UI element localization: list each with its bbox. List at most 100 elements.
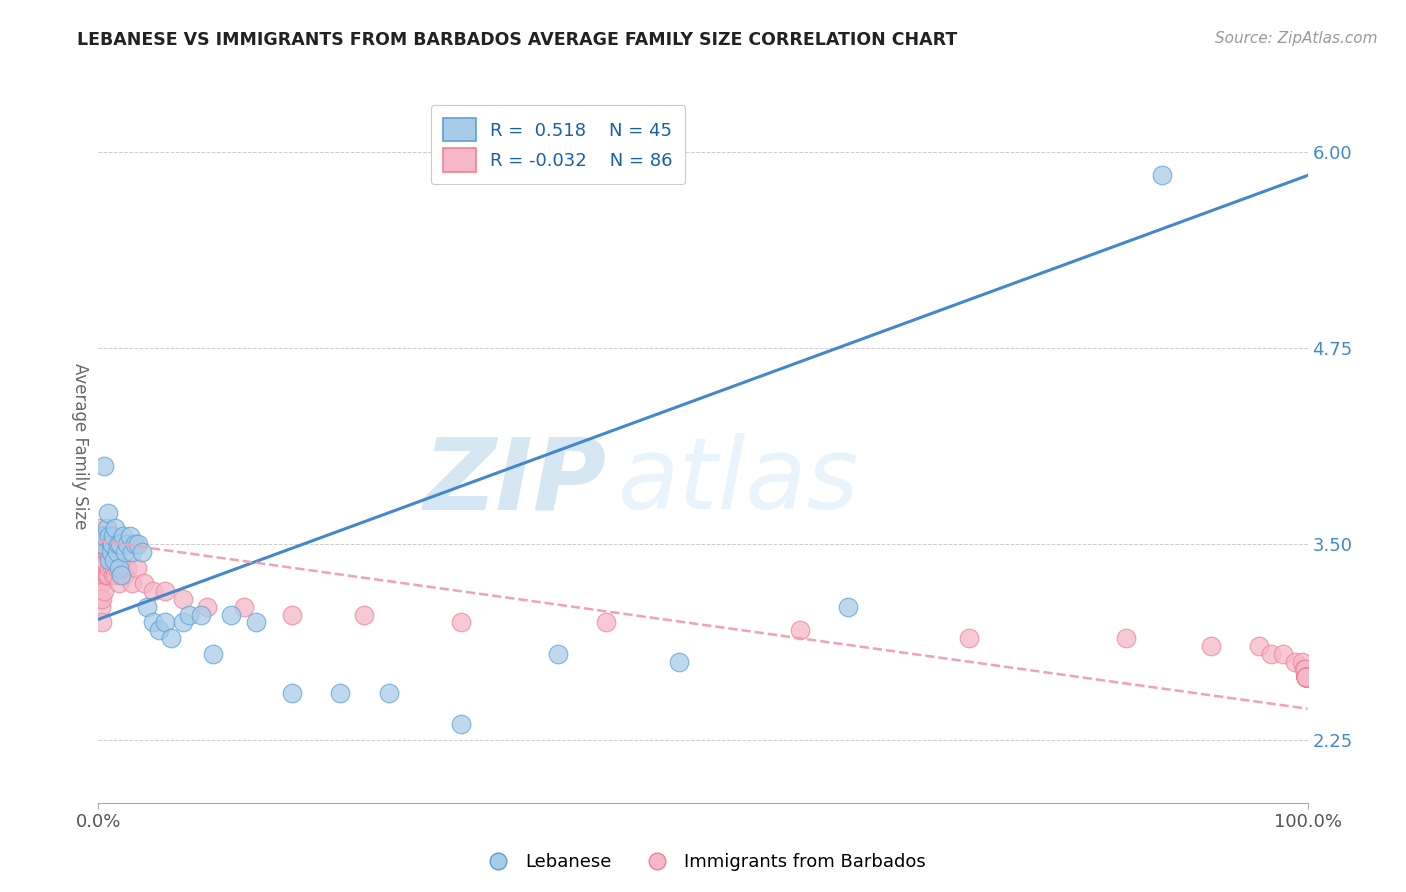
- Point: [1295, 670, 1317, 684]
- Point: [94, 568, 117, 582]
- Point: [91, 576, 114, 591]
- Point: [1284, 655, 1306, 669]
- Point: [111, 529, 134, 543]
- Point: [668, 655, 690, 669]
- Point: [179, 607, 201, 622]
- Point: [195, 599, 218, 614]
- Point: [595, 615, 617, 630]
- Point: [1295, 670, 1317, 684]
- Point: [89, 576, 111, 591]
- Point: [98, 552, 121, 566]
- Point: [108, 560, 131, 574]
- Point: [329, 686, 352, 700]
- Point: [142, 615, 165, 630]
- Point: [153, 584, 176, 599]
- Point: [91, 560, 114, 574]
- Point: [89, 537, 111, 551]
- Point: [108, 576, 131, 591]
- Legend: R =  0.518    N = 45, R = -0.032    N = 86: R = 0.518 N = 45, R = -0.032 N = 86: [430, 105, 685, 185]
- Point: [1260, 647, 1282, 661]
- Point: [1295, 670, 1317, 684]
- Point: [89, 521, 111, 535]
- Point: [148, 624, 170, 638]
- Point: [118, 529, 141, 543]
- Point: [1295, 670, 1317, 684]
- Point: [1152, 169, 1174, 183]
- Point: [89, 591, 111, 606]
- Point: [110, 560, 132, 574]
- Legend: Lebanese, Immigrants from Barbados: Lebanese, Immigrants from Barbados: [472, 847, 934, 879]
- Point: [97, 568, 120, 582]
- Point: [91, 537, 114, 551]
- Point: [100, 552, 122, 566]
- Point: [134, 576, 156, 591]
- Point: [1295, 670, 1317, 684]
- Point: [112, 568, 135, 582]
- Point: [103, 560, 125, 574]
- Point: [91, 529, 114, 543]
- Point: [1295, 670, 1317, 684]
- Point: [96, 521, 118, 535]
- Y-axis label: Average Family Size: Average Family Size: [70, 363, 89, 529]
- Point: [90, 537, 112, 551]
- Point: [117, 560, 139, 574]
- Point: [1295, 670, 1317, 684]
- Point: [1295, 670, 1317, 684]
- Point: [1295, 670, 1317, 684]
- Point: [91, 545, 114, 559]
- Point: [127, 560, 149, 574]
- Point: [450, 615, 472, 630]
- Point: [90, 545, 112, 559]
- Point: [135, 599, 157, 614]
- Point: [89, 568, 111, 582]
- Point: [100, 545, 122, 559]
- Point: [89, 545, 111, 559]
- Text: ZIP: ZIP: [423, 434, 606, 530]
- Point: [114, 545, 136, 559]
- Point: [91, 568, 114, 582]
- Point: [93, 458, 115, 473]
- Point: [100, 560, 122, 574]
- Text: LEBANESE VS IMMIGRANTS FROM BARBADOS AVERAGE FAMILY SIZE CORRELATION CHART: LEBANESE VS IMMIGRANTS FROM BARBADOS AVE…: [77, 31, 957, 49]
- Point: [353, 607, 375, 622]
- Point: [101, 529, 124, 543]
- Point: [127, 537, 149, 551]
- Point: [104, 521, 127, 535]
- Point: [377, 686, 399, 700]
- Point: [90, 599, 112, 614]
- Point: [1295, 670, 1317, 684]
- Point: [1295, 670, 1317, 684]
- Point: [245, 615, 267, 630]
- Point: [232, 599, 254, 614]
- Point: [93, 529, 115, 543]
- Point: [1199, 639, 1222, 653]
- Point: [105, 545, 128, 559]
- Point: [91, 591, 114, 606]
- Point: [91, 615, 114, 630]
- Text: atlas: atlas: [619, 434, 860, 530]
- Point: [124, 537, 146, 551]
- Point: [100, 537, 122, 551]
- Point: [121, 545, 143, 559]
- Point: [93, 552, 115, 566]
- Point: [1295, 670, 1317, 684]
- Point: [221, 607, 243, 622]
- Point: [93, 584, 115, 599]
- Point: [121, 576, 143, 591]
- Point: [957, 631, 980, 645]
- Point: [789, 624, 811, 638]
- Point: [1295, 670, 1317, 684]
- Point: [172, 591, 194, 606]
- Point: [1295, 670, 1317, 684]
- Point: [1295, 670, 1317, 684]
- Point: [281, 607, 304, 622]
- Point: [89, 529, 111, 543]
- Point: [97, 545, 120, 559]
- Point: [90, 529, 112, 543]
- Point: [131, 545, 153, 559]
- Point: [91, 552, 114, 566]
- Point: [190, 607, 212, 622]
- Point: [1115, 631, 1137, 645]
- Point: [153, 615, 176, 630]
- Point: [160, 631, 183, 645]
